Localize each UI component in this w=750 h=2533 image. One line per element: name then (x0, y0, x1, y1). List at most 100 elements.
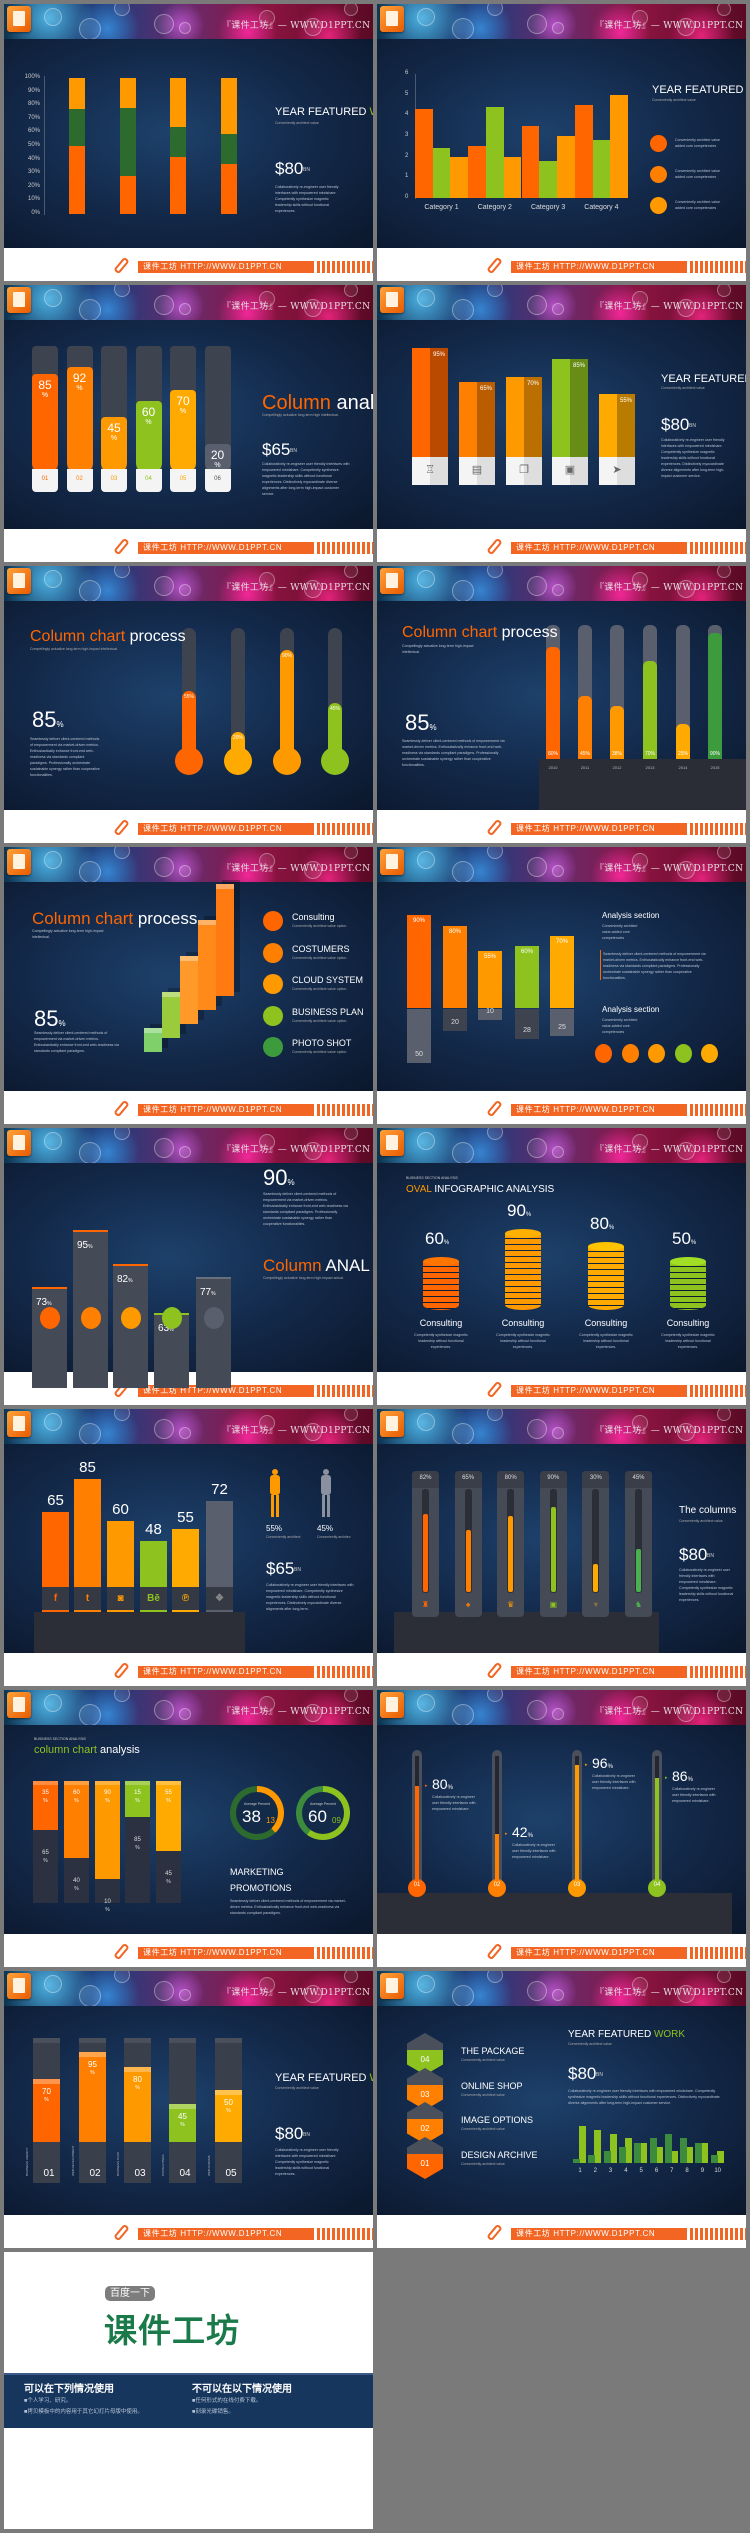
list-item-icon[interactable] (263, 911, 283, 931)
bokeh-bubble (527, 1981, 547, 2001)
bokeh-bubble (114, 285, 130, 297)
twitter-icon[interactable]: t (85, 1593, 90, 1604)
footer-stripes (317, 1947, 373, 1959)
paragraph: Seamlessly deliver client-centered metho… (230, 1899, 346, 1915)
slide-10[interactable]: 『课件工坊』— WWW.D1PPT.CN 课件工坊 HTTP://WWW.D1PP… (377, 1128, 746, 1405)
facebook-icon[interactable]: f (53, 1593, 58, 1604)
x-tick-label: 1 (578, 2168, 582, 2174)
cube-number: 01 (420, 2159, 430, 2168)
value-label: 85 (79, 1459, 96, 1477)
slide-15[interactable]: 『课件工坊』— WWW.D1PPT.CN 课件工坊 HTTP://WWW.D1PP… (4, 1971, 373, 2248)
slide-13[interactable]: 『课件工坊』— WWW.D1PPT.CN 课件工坊 HTTP://WWW.D1PP… (4, 1690, 373, 1967)
footer-link[interactable]: 课件工坊 HTTP://WWW.D1PPT.CN (511, 823, 687, 835)
footer-link[interactable]: 课件工坊 HTTP://WWW.D1PPT.CN (511, 1947, 687, 1959)
header-watermark: 『课件工坊』— WWW.D1PPT.CN (222, 1145, 371, 1155)
footer-link[interactable]: 课件工坊 HTTP://WWW.D1PPT.CN (138, 2228, 314, 2240)
slide-8[interactable]: 『课件工坊』— WWW.D1PPT.CN 课件工坊 HTTP://WWW.D1PP… (377, 847, 746, 1124)
title-part: analysis (100, 1744, 140, 1756)
slide-9[interactable]: 『课件工坊』— WWW.D1PPT.CN 课件工坊 HTTP://WWW.D1PP… (4, 1128, 373, 1405)
head (323, 1469, 329, 1475)
value-label: 55% (619, 397, 632, 404)
category-circle-icon[interactable] (621, 1044, 639, 1063)
slide-3[interactable]: 『课件工坊』— WWW.D1PPT.CN 课件工坊 HTTP://WWW.D1PP… (4, 285, 373, 562)
slide-11[interactable]: 『课件工坊』— WWW.D1PPT.CN 课件工坊 HTTP://WWW.D1PP… (4, 1409, 373, 1686)
behance-icon[interactable]: Bē (147, 1593, 160, 1604)
category-number: 01 (43, 2168, 55, 2179)
cone-icon: ♠ (465, 1600, 471, 1609)
list-item-icon[interactable] (263, 1005, 283, 1026)
list-item-icon[interactable] (263, 1037, 283, 1057)
value-label: 55 (165, 1790, 172, 1796)
footer-link[interactable]: 课件工坊 HTTP://WWW.D1PPT.CN (511, 1104, 687, 1116)
unit: % (128, 1277, 133, 1284)
slide-6[interactable]: 『课件工坊』— WWW.D1PPT.CN 课件工坊 HTTP://WWW.D1PP… (377, 566, 746, 843)
footer-link[interactable]: 课件工坊 HTTP://WWW.D1PPT.CN (511, 261, 687, 273)
slide-1[interactable]: 『课件工坊』— WWW.D1PPT.CN 课件工坊 HTTP://WWW.D1PP… (4, 4, 373, 281)
footer-stripes (690, 1666, 746, 1678)
category-number: 02 (89, 2168, 101, 2179)
bokeh-bubble (632, 572, 648, 588)
footer-link[interactable]: 课件工坊 HTTP://WWW.D1PPT.CN (138, 1666, 314, 1678)
bokeh-bubble (344, 285, 358, 297)
document-glyph (386, 573, 398, 588)
bar (74, 1479, 101, 1587)
pinterest-icon[interactable]: ℗ (181, 1593, 190, 1604)
big-percent: 85% (32, 707, 64, 733)
list-item-sub: Conveniently architect value option. (292, 924, 348, 928)
list-item-label: IMAGE OPTIONS (461, 2115, 534, 2125)
bokeh-bubble (79, 1423, 101, 1445)
footer-link[interactable]: 课件工坊 HTTP://WWW.D1PPT.CN (138, 542, 314, 554)
footer-link[interactable]: 课件工坊 HTTP://WWW.D1PPT.CN (511, 2228, 687, 2240)
bokeh-bubble (259, 291, 275, 307)
document-glyph (13, 573, 25, 588)
bar-fill (643, 661, 657, 759)
footer-link[interactable]: 课件工坊 HTTP://WWW.D1PPT.CN (138, 1947, 314, 1959)
category-circle-icon[interactable] (701, 1044, 718, 1063)
category-circle-icon[interactable] (648, 1044, 665, 1063)
thermo-fill (495, 1834, 499, 1888)
instagram-icon[interactable]: ◙ (117, 1593, 124, 1604)
footer-link[interactable]: 课件工坊 HTTP://WWW.D1PPT.CN (138, 1104, 314, 1116)
value-label: 82% (117, 1274, 133, 1285)
paragraph: Collaboratively re-engineer user friendl… (568, 2089, 720, 2105)
end-slide: 百度一下 课件工坊 可以在下列情况使用 ■个人学习、研究。 ■拷贝模板中的内容用… (4, 2252, 373, 2529)
footer-link[interactable]: 课件工坊 HTTP://WWW.D1PPT.CN (138, 261, 314, 273)
top-bar (478, 951, 502, 1008)
category-label: 03 (573, 1882, 581, 1888)
footer-link[interactable]: 课件工坊 HTTP://WWW.D1PPT.CN (511, 1385, 687, 1397)
slide-16[interactable]: 『课件工坊』— WWW.D1PPT.CN 课件工坊 HTTP://WWW.D1PP… (377, 1971, 746, 2248)
header-watermark: 『课件工坊』— WWW.D1PPT.CN (222, 1426, 371, 1436)
unit-label: % (41, 392, 49, 400)
list-item-icon[interactable] (263, 974, 283, 994)
dropbox-icon[interactable]: ❖ (215, 1593, 224, 1604)
bokeh-bubble (487, 566, 503, 578)
category-circle-icon[interactable] (595, 1044, 612, 1063)
value-label: 55% (183, 694, 194, 701)
coin-stack (423, 1261, 459, 1310)
slide-12[interactable]: 『课件工坊』— WWW.D1PPT.CN 课件工坊 HTTP://WWW.D1PP… (377, 1409, 746, 1686)
female-figure-icon (268, 1469, 282, 1517)
category-circle-icon[interactable] (674, 1044, 692, 1063)
footer-link[interactable]: 课件工坊 HTTP://WWW.D1PPT.CN (138, 1385, 314, 1397)
donut-label: Average Percent (309, 1802, 336, 1806)
slide-14[interactable]: 『课件工坊』— WWW.D1PPT.CN 课件工坊 HTTP://WWW.D1PP… (377, 1690, 746, 1967)
footer-link[interactable]: 课件工坊 HTTP://WWW.D1PPT.CN (511, 542, 687, 554)
hex-cube-icon (407, 2137, 443, 2179)
slide-7[interactable]: 『课件工坊』— WWW.D1PPT.CN 课件工坊 HTTP://WWW.D1PP… (4, 847, 373, 1124)
slide-2[interactable]: 『课件工坊』— WWW.D1PPT.CN 课件工坊 HTTP://WWW.D1PP… (377, 4, 746, 281)
list-item-icon[interactable] (263, 942, 283, 963)
bar-fill (610, 705, 624, 759)
value-label: 80 (133, 2075, 142, 2084)
value: 86 (672, 1767, 688, 1784)
x-tick-label: Category 2 (477, 204, 512, 211)
subtitle: Compellingly actualize long-term high-im… (30, 647, 119, 651)
search-badge[interactable]: 百度一下 (105, 2286, 155, 2301)
x-tick-label: Category 4 (584, 204, 619, 211)
bokeh-bubble (154, 1981, 174, 2001)
slide-5[interactable]: 『课件工坊』— WWW.D1PPT.CN 课件工坊 HTTP://WWW.D1PP… (4, 566, 373, 843)
bokeh-bubble (632, 1415, 648, 1431)
footer-link[interactable]: 课件工坊 HTTP://WWW.D1PPT.CN (138, 823, 314, 835)
footer-link[interactable]: 课件工坊 HTTP://WWW.D1PPT.CN (511, 1666, 687, 1678)
slide-4[interactable]: 『课件工坊』— WWW.D1PPT.CN 课件工坊 HTTP://WWW.D1PP… (377, 285, 746, 562)
grouped-bar (592, 140, 611, 198)
